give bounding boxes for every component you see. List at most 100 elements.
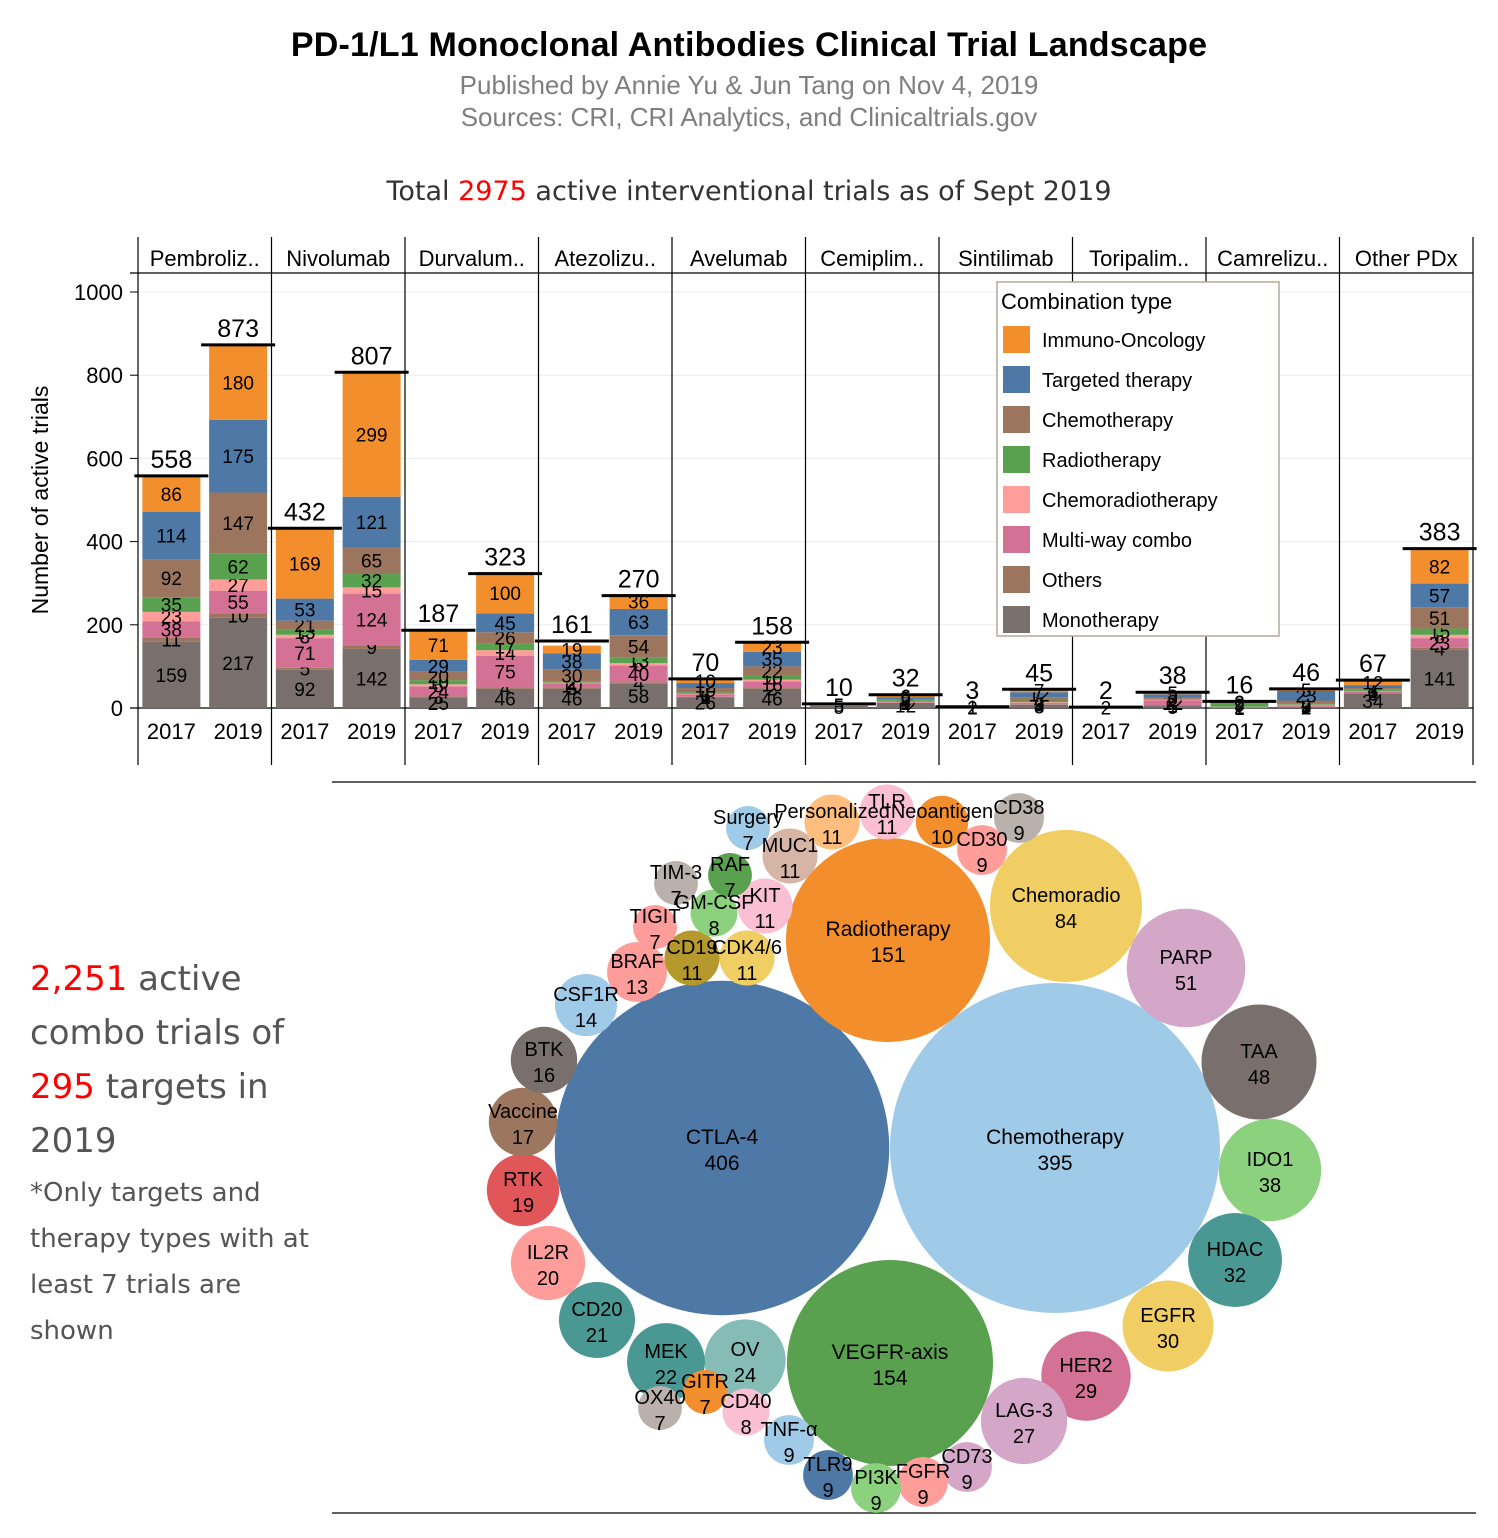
segment-value-label: 21 xyxy=(294,616,315,637)
bubble-label: LAG-3 xyxy=(995,1400,1053,1422)
combo-text-1: active combo trials of xyxy=(30,959,285,1053)
bubble-label: FGFR xyxy=(896,1461,950,1483)
bubble-value-label: 9 xyxy=(976,855,987,877)
bar-segment xyxy=(676,696,735,698)
segment-value-label: 71 xyxy=(294,644,315,665)
bubble xyxy=(726,806,770,850)
targets-count: 295 xyxy=(30,1067,95,1107)
bar-segment xyxy=(542,682,601,684)
bar-segment xyxy=(342,496,401,548)
x-tick-label: 2019 xyxy=(1415,719,1464,744)
bubble-label: Chemoradio xyxy=(1012,885,1121,907)
bar-segment xyxy=(609,635,668,658)
segment-value-label: 2 xyxy=(1301,696,1312,717)
bar-segment xyxy=(1410,634,1469,639)
bar-segment xyxy=(476,613,535,633)
bubble-value-label: 84 xyxy=(1055,911,1077,933)
total-number: 2975 xyxy=(458,176,527,207)
segment-value-label: 25 xyxy=(428,694,449,715)
segment-value-label: 27 xyxy=(228,576,249,597)
group-header-label: Cemiplim.. xyxy=(820,246,924,271)
bubble-label: BTK xyxy=(525,1039,565,1061)
segment-value-label: 8 xyxy=(1034,697,1045,718)
bubble xyxy=(1218,1118,1322,1222)
bubble-label: Surgery xyxy=(713,807,783,829)
bar-segment xyxy=(1343,691,1402,694)
segment-value-label: 62 xyxy=(228,558,249,579)
bubble xyxy=(764,1415,814,1465)
segment-value-label: 92 xyxy=(294,680,315,701)
legend-swatch xyxy=(1003,526,1030,553)
bubble-value-label: 9 xyxy=(822,1480,833,1502)
bubble-label: IL2R xyxy=(527,1242,569,1264)
bar-segment xyxy=(876,697,935,700)
bubble-value-label: 10 xyxy=(931,827,953,849)
bubble xyxy=(690,889,738,937)
bubble-value-label: 19 xyxy=(512,1195,534,1217)
bubble xyxy=(762,828,818,884)
bar-segment xyxy=(1010,700,1069,703)
bar-segment xyxy=(542,669,601,682)
y-tick-label: 800 xyxy=(86,363,123,388)
segment-value-label: 6 xyxy=(1301,693,1312,714)
bar-segment xyxy=(342,645,401,649)
bar-segment xyxy=(1410,583,1469,608)
segment-value-label: 1 xyxy=(967,698,978,719)
bar-segment xyxy=(676,697,735,708)
segment-value-label: 75 xyxy=(495,663,516,684)
bar-segment xyxy=(209,617,268,708)
bar-segment xyxy=(1143,705,1202,708)
segment-value-label: 4 xyxy=(1301,695,1312,716)
y-tick-label: 600 xyxy=(86,446,123,471)
segment-value-label: 1 xyxy=(900,694,911,715)
bar-segment xyxy=(476,650,535,656)
segment-value-label: 2 xyxy=(567,673,578,694)
bar-segment xyxy=(342,587,401,594)
bubble xyxy=(1126,908,1246,1028)
x-tick-label: 2017 xyxy=(948,719,997,744)
sources-subtitle: Sources: CRI, CRI Analytics, and Clinica… xyxy=(460,102,1038,132)
bubble-label: CDK4/6 xyxy=(712,937,782,959)
segment-value-label: 1 xyxy=(1034,695,1045,716)
segment-value-label: 23 xyxy=(161,608,182,629)
bar-segment xyxy=(1210,707,1269,709)
x-tick-label: 2019 xyxy=(481,719,530,744)
bar-segment xyxy=(1143,700,1202,706)
legend-swatch xyxy=(1003,366,1030,393)
combo-count: 2,251 xyxy=(30,959,128,999)
segment-value-label: 2 xyxy=(1234,698,1245,719)
bubble-label: TAA xyxy=(1240,1041,1278,1063)
total-prefix: Total xyxy=(386,176,459,207)
bubble-value-label: 51 xyxy=(1175,973,1197,995)
bubble-label: MUC1 xyxy=(762,835,819,857)
bar-segment xyxy=(275,528,334,599)
x-tick-label: 2019 xyxy=(347,719,396,744)
segment-value-label: 4 xyxy=(1368,683,1379,704)
segment-value-label: 180 xyxy=(222,373,254,394)
bubble-label: CSF1R xyxy=(553,984,619,1006)
bubble-label: Radiotherapy xyxy=(826,918,951,941)
segment-value-label: 58 xyxy=(628,687,649,708)
segment-value-label: 3 xyxy=(433,688,444,709)
bubble-value-label: 11 xyxy=(737,963,758,985)
bubble-label: MEK xyxy=(644,1341,688,1363)
bar-segment xyxy=(609,682,668,684)
bubble-value-label: 9 xyxy=(961,1472,972,1494)
bar-segment xyxy=(1410,628,1469,635)
segment-value-label: 55 xyxy=(228,593,249,614)
segment-value-label: 299 xyxy=(356,425,388,446)
bar-segment xyxy=(1343,685,1402,689)
segment-value-label: 2 xyxy=(1234,693,1245,714)
bar-segment xyxy=(409,696,468,698)
bubble-value-label: 21 xyxy=(586,1325,608,1347)
bar-segment xyxy=(1410,638,1469,648)
bubble-label: RAF xyxy=(710,854,750,876)
bar-segment xyxy=(876,703,935,708)
legend-title: Combination type xyxy=(1001,289,1172,314)
bar-segment xyxy=(609,608,668,636)
segment-value-label: 82 xyxy=(1429,558,1450,579)
bubble-value-label: 24 xyxy=(734,1365,756,1387)
bubble-value-label: 7 xyxy=(670,888,681,910)
segment-value-label: 63 xyxy=(628,613,649,634)
bubble xyxy=(722,1388,770,1436)
